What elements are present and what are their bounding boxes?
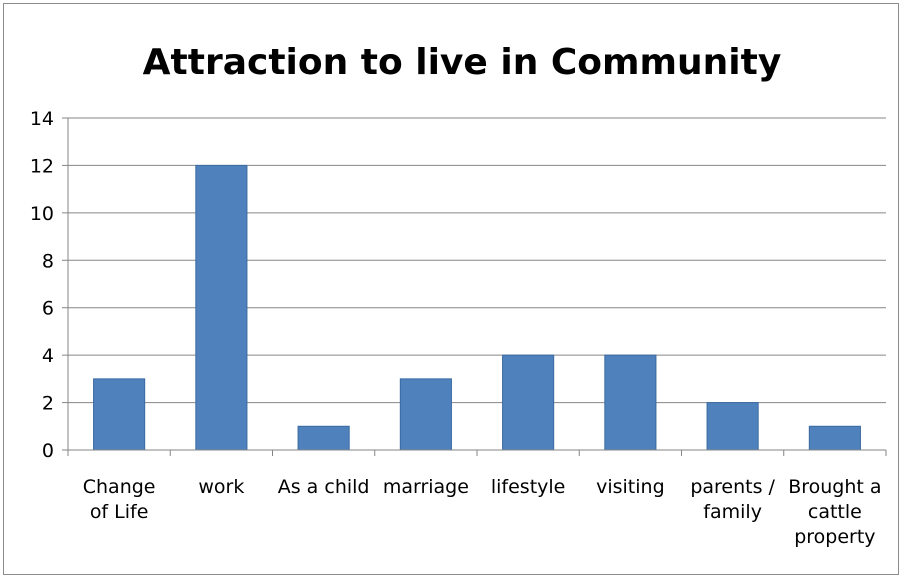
bar: [502, 354, 555, 451]
x-tick-label: As a child: [278, 476, 370, 498]
x-tick-label: marriage: [383, 476, 469, 498]
y-tick-label: 4: [42, 345, 54, 367]
y-tick-label: 0: [42, 440, 54, 462]
y-tick-label: 2: [42, 393, 54, 415]
bars: [93, 164, 861, 451]
gridlines: [62, 117, 886, 451]
x-tick-label: Change of Life: [83, 476, 156, 523]
bar: [195, 164, 248, 451]
x-tick-labels: Change of Life work As a child marriage lifes…: [83, 476, 882, 548]
y-tick-label: 14: [30, 108, 54, 130]
x-tick-label: lifestyle: [491, 476, 566, 498]
bar: [808, 425, 861, 451]
chart-title: Attraction to live in Community: [143, 42, 782, 83]
chart-frame: Attraction to live in Community 0 2 4 6 8 10 1…: [3, 3, 899, 575]
axes: [67, 118, 887, 456]
y-tick-label: 6: [42, 298, 54, 320]
x-tick-label: parents / family: [690, 476, 775, 523]
bar: [297, 425, 350, 451]
bar: [93, 378, 146, 451]
y-tick-label: 12: [30, 155, 54, 177]
x-tick-label: visiting: [596, 476, 665, 498]
y-tick-label: 10: [30, 203, 54, 225]
y-tick-label: 8: [42, 250, 54, 272]
x-tick-label: work: [198, 476, 244, 498]
bar: [604, 354, 657, 451]
y-tick-labels: 0 2 4 6 8 10 12 14: [30, 108, 54, 462]
bar: [399, 378, 452, 451]
bar: [706, 402, 759, 451]
bar-chart: Attraction to live in Community 0 2 4 6 8 10 1…: [30, 42, 887, 548]
x-tick-label: Brought a cattle property: [788, 476, 881, 548]
